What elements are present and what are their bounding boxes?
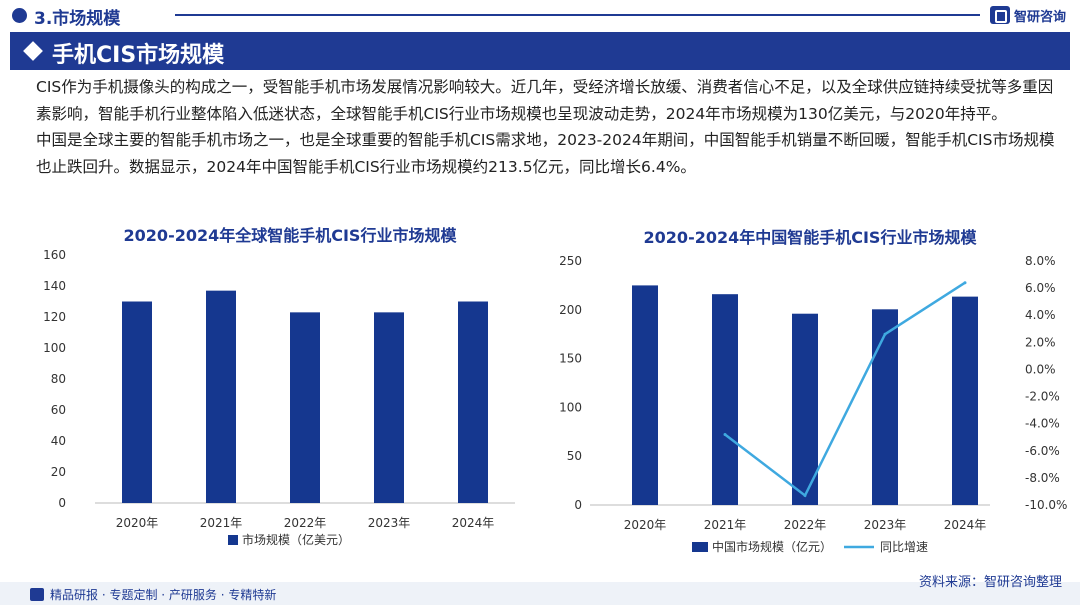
y-tick-label: 0	[574, 498, 582, 512]
y2-tick-label: -10.0%	[1025, 498, 1067, 512]
y-tick-label: 20	[51, 465, 66, 479]
chart-global: 0 20 40 60 80 100 120 140 160 2020年 2021年 2022年 2023…	[43, 248, 515, 547]
legend-label-line: 同比增速	[880, 540, 928, 554]
y2-tick-label: -8.0%	[1025, 471, 1060, 485]
y-tick-label: 50	[567, 449, 582, 463]
top-divider	[175, 14, 980, 16]
diamond-icon	[23, 41, 43, 61]
paragraph-global: CIS作为手机摄像头的构成之一，受智能手机市场发展情况影响较大。近几年，受经济增…	[36, 78, 1054, 123]
y2-tick-label: 0.0%	[1025, 362, 1056, 376]
footer-bar	[0, 582, 1080, 605]
x-tick-label: 2024年	[452, 516, 495, 530]
bar	[122, 301, 152, 503]
chart-title-global: 2020-2024年全球智能手机CIS行业市场规模	[123, 226, 457, 245]
bar	[712, 294, 738, 505]
x-tick-label: 2022年	[284, 516, 327, 530]
y2-tick-label: -6.0%	[1025, 444, 1060, 458]
y2-tick-label: 4.0%	[1025, 308, 1056, 322]
section-title: 3.市场规模	[34, 9, 121, 29]
brand-logo-icon	[989, 6, 1010, 24]
chart-title-china: 2020-2024年中国智能手机CIS行业市场规模	[643, 228, 977, 247]
growth-rate-point	[883, 332, 887, 336]
y2-tick-label: -4.0%	[1025, 417, 1060, 431]
chart-china: 0 50 100 150 200 250 8.0% 6.0% 4.0% 2.0% 0.0% -2.0%…	[559, 254, 1067, 554]
growth-rate-point	[803, 494, 807, 498]
y-tick-label: 60	[51, 403, 66, 417]
y2-tick-label: 6.0%	[1025, 281, 1056, 295]
title-banner: 手机CIS市场规模	[10, 32, 1070, 70]
y-tick-label: 160	[43, 248, 66, 262]
footer-tagline: 精品研报 · 专题定制 · 产研服务 · 专精特新	[30, 586, 276, 603]
bar	[206, 290, 236, 503]
bar	[952, 296, 978, 505]
bar	[632, 285, 658, 505]
page-title: 手机CIS市场规模	[52, 43, 225, 68]
top-bar: 3.市场规模 智研咨询	[0, 0, 1080, 30]
brand: 智研咨询	[989, 5, 1066, 25]
x-tick-label: 2023年	[368, 516, 411, 530]
legend-swatch	[228, 535, 238, 545]
growth-rate-point	[963, 281, 967, 285]
y-tick-label: 40	[51, 434, 66, 448]
y-tick-label: 0	[58, 496, 66, 510]
y2-tick-label: 2.0%	[1025, 335, 1056, 349]
x-tick-label: 2021年	[200, 516, 243, 530]
legend-swatch-bar	[692, 542, 708, 552]
y-tick-label: 250	[559, 254, 582, 268]
bar	[792, 313, 818, 505]
footer-tagline-text: 精品研报 · 专题定制 · 产研服务 · 专精特新	[50, 588, 277, 602]
x-tick-label: 2023年	[864, 518, 907, 532]
bar	[290, 312, 320, 503]
x-tick-label: 2021年	[704, 518, 747, 532]
x-tick-label: 2024年	[944, 518, 987, 532]
y-tick-label: 100	[559, 400, 582, 414]
body-text: CIS作为手机摄像头的构成之一，受智能手机市场发展情况影响较大。近几年，受经济增…	[36, 74, 1056, 180]
source-note: 资料来源：智研咨询整理	[918, 575, 1062, 590]
y-tick-label: 80	[51, 372, 66, 386]
y-tick-label: 200	[559, 303, 582, 317]
paragraph-china: 中国是全球主要的智能手机市场之一，也是全球重要的智能手机CIS需求地，2023-…	[36, 131, 1055, 176]
brand-name: 智研咨询	[1013, 9, 1066, 25]
y-tick-label: 100	[43, 341, 66, 355]
y-tick-label: 140	[43, 279, 66, 293]
section-dot-icon	[12, 8, 27, 23]
x-tick-label: 2022年	[784, 518, 827, 532]
footer-logo-icon	[30, 588, 44, 601]
x-tick-label: 2020年	[624, 518, 667, 532]
y2-tick-label: -2.0%	[1025, 390, 1060, 404]
x-tick-label: 2020年	[116, 516, 159, 530]
growth-rate-point	[723, 433, 727, 437]
y-tick-label: 120	[43, 310, 66, 324]
legend-label-bar: 中国市场规模（亿元）	[712, 539, 832, 554]
y-tick-label: 150	[559, 352, 582, 366]
bar	[374, 312, 404, 503]
legend-label: 市场规模（亿美元）	[242, 532, 350, 547]
y2-tick-label: 8.0%	[1025, 254, 1056, 268]
growth-rate-line	[724, 281, 966, 498]
bar	[872, 309, 898, 505]
bar	[458, 301, 488, 503]
